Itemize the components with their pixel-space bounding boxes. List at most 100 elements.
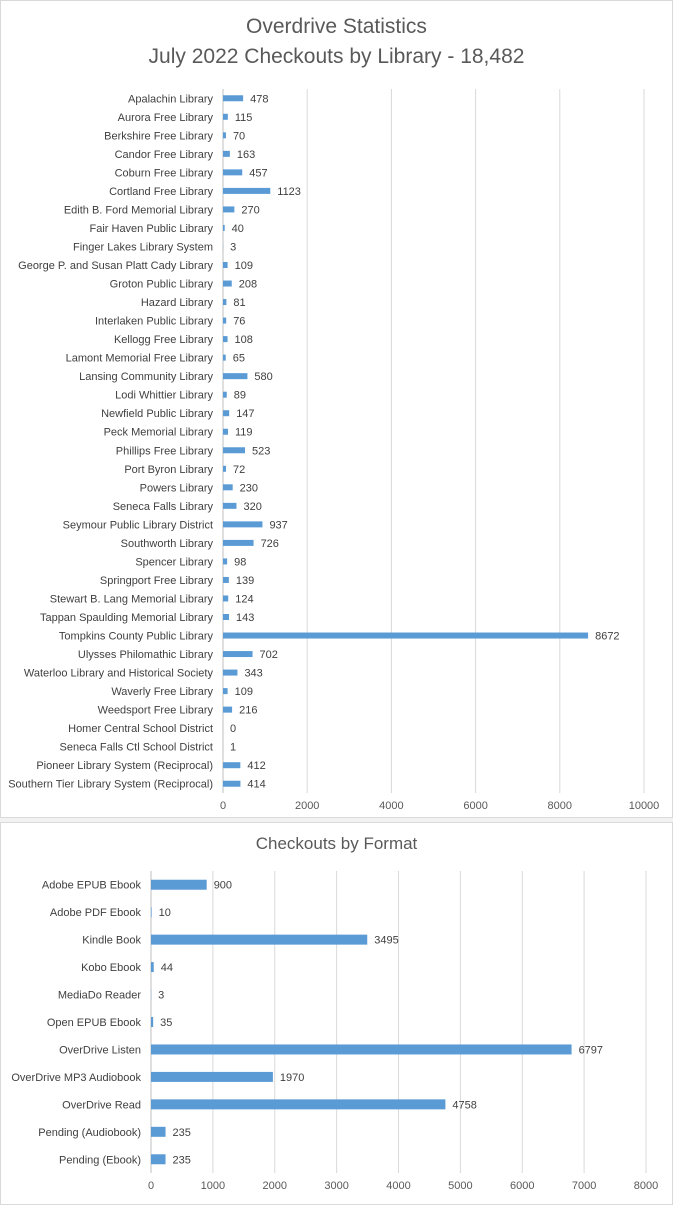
bar [223,688,228,695]
bar [223,447,246,454]
data-label: 108 [235,334,253,346]
data-label: 235 [173,1127,191,1139]
bar [223,595,229,602]
x-tick-label: 2000 [263,1180,287,1192]
data-label: 147 [236,408,254,420]
bar [223,632,589,639]
category-label: Homer Central School District [68,723,213,735]
data-label: 76 [233,316,245,328]
category-label: Weedsport Free Library [98,705,214,717]
category-label: Seymour Public Library District [63,519,213,531]
bar [223,614,230,620]
data-label: 216 [239,705,257,717]
data-label: 3 [230,241,236,253]
data-label: 8672 [595,631,619,643]
bar [151,1154,166,1165]
bar [223,465,227,472]
bar [223,576,229,583]
chart-title: Checkouts by Format [255,834,418,853]
x-tick-label: 8000 [548,800,572,812]
category-label: Peck Memorial Library [104,427,214,439]
category-label: Lansing Community Library [79,371,213,383]
x-tick-label: 7000 [572,1180,596,1192]
category-label: Port Byron Library [124,464,213,476]
data-label: 320 [243,501,261,513]
bar [151,934,368,945]
bar [151,1099,446,1110]
bar [223,317,227,324]
x-tick-label: 3000 [324,1180,348,1192]
bar [151,907,152,918]
bar [223,224,225,231]
data-label: 343 [244,668,262,680]
category-label: Lodi Whittier Library [115,390,213,402]
bar [223,521,263,528]
data-label: 109 [235,686,253,698]
bar [151,879,207,890]
bar [223,484,233,491]
bar [223,132,226,139]
x-tick-label: 8000 [634,1180,658,1192]
bar [223,280,232,287]
data-label: 726 [261,538,279,550]
category-label: Stewart B. Lang Memorial Library [50,593,214,605]
x-tick-label: 4000 [386,1180,410,1192]
data-label: 580 [254,371,272,383]
category-label: Open EPUB Ebook [47,1017,142,1029]
category-label: Interlaken Public Library [95,316,214,328]
x-tick-label: 0 [220,800,226,812]
bar [223,762,241,769]
data-label: 702 [260,649,278,661]
data-label: 119 [235,427,253,439]
bar [151,1071,273,1082]
category-label: Lamont Memorial Free Library [66,353,214,365]
category-label: Adobe PDF Ebook [50,907,142,919]
data-label: 208 [239,279,257,291]
data-label: 65 [233,353,245,365]
category-label: Kellogg Free Library [114,334,214,346]
category-label: Berkshire Free Library [104,130,213,142]
category-label: Newfield Public Library [101,408,213,420]
data-label: 937 [269,519,287,531]
x-tick-label: 5000 [448,1180,472,1192]
bar [223,113,228,120]
bar [223,669,238,676]
bar [151,962,154,973]
library-bar-plot: 0 2000 4000 6000 8000 10000 Apalachin Library 4… [8,89,659,812]
chart-subtitle: July 2022 Checkouts by Library - 18,482 [148,45,525,68]
data-label: 270 [241,204,259,216]
category-label: Kindle Book [82,935,141,947]
data-label: 139 [236,575,254,587]
data-label: 523 [252,445,270,457]
x-tick-label: 1000 [201,1180,225,1192]
chart-title: Overdrive Statistics [246,15,427,38]
x-tick-label: 2000 [295,800,319,812]
bar [223,502,237,509]
data-label: 163 [237,149,255,161]
category-label: Groton Public Library [110,279,214,291]
data-label: 44 [161,962,173,974]
data-label: 3 [158,990,164,1002]
category-label: George P. and Susan Platt Cady Library [18,260,213,272]
category-label: Finger Lakes Library System [73,241,213,253]
category-label: Powers Library [140,482,214,494]
x-tick-label: 0 [148,1180,154,1192]
data-label: 230 [240,482,258,494]
category-label: Fair Haven Public Library [90,223,214,235]
bar [223,651,253,658]
bar [223,780,241,787]
category-label: OverDrive Read [62,1099,141,1111]
category-label: Candor Free Library [115,149,214,161]
data-label: 6797 [579,1044,603,1056]
data-label: 89 [234,390,246,402]
category-label: Seneca Falls Library [113,501,214,513]
category-label: MediaDo Reader [58,990,141,1002]
category-label: Pending (Audiobook) [38,1127,141,1139]
category-label: Adobe EPUB Ebook [42,880,142,892]
bar [223,354,226,361]
category-label: Hazard Library [141,297,214,309]
data-label: 124 [235,593,253,605]
category-label: Waterloo Library and Historical Society [24,668,214,680]
category-label: Southern Tier Library System (Reciprocal… [8,779,213,791]
category-label: Waverly Free Library [111,686,213,698]
